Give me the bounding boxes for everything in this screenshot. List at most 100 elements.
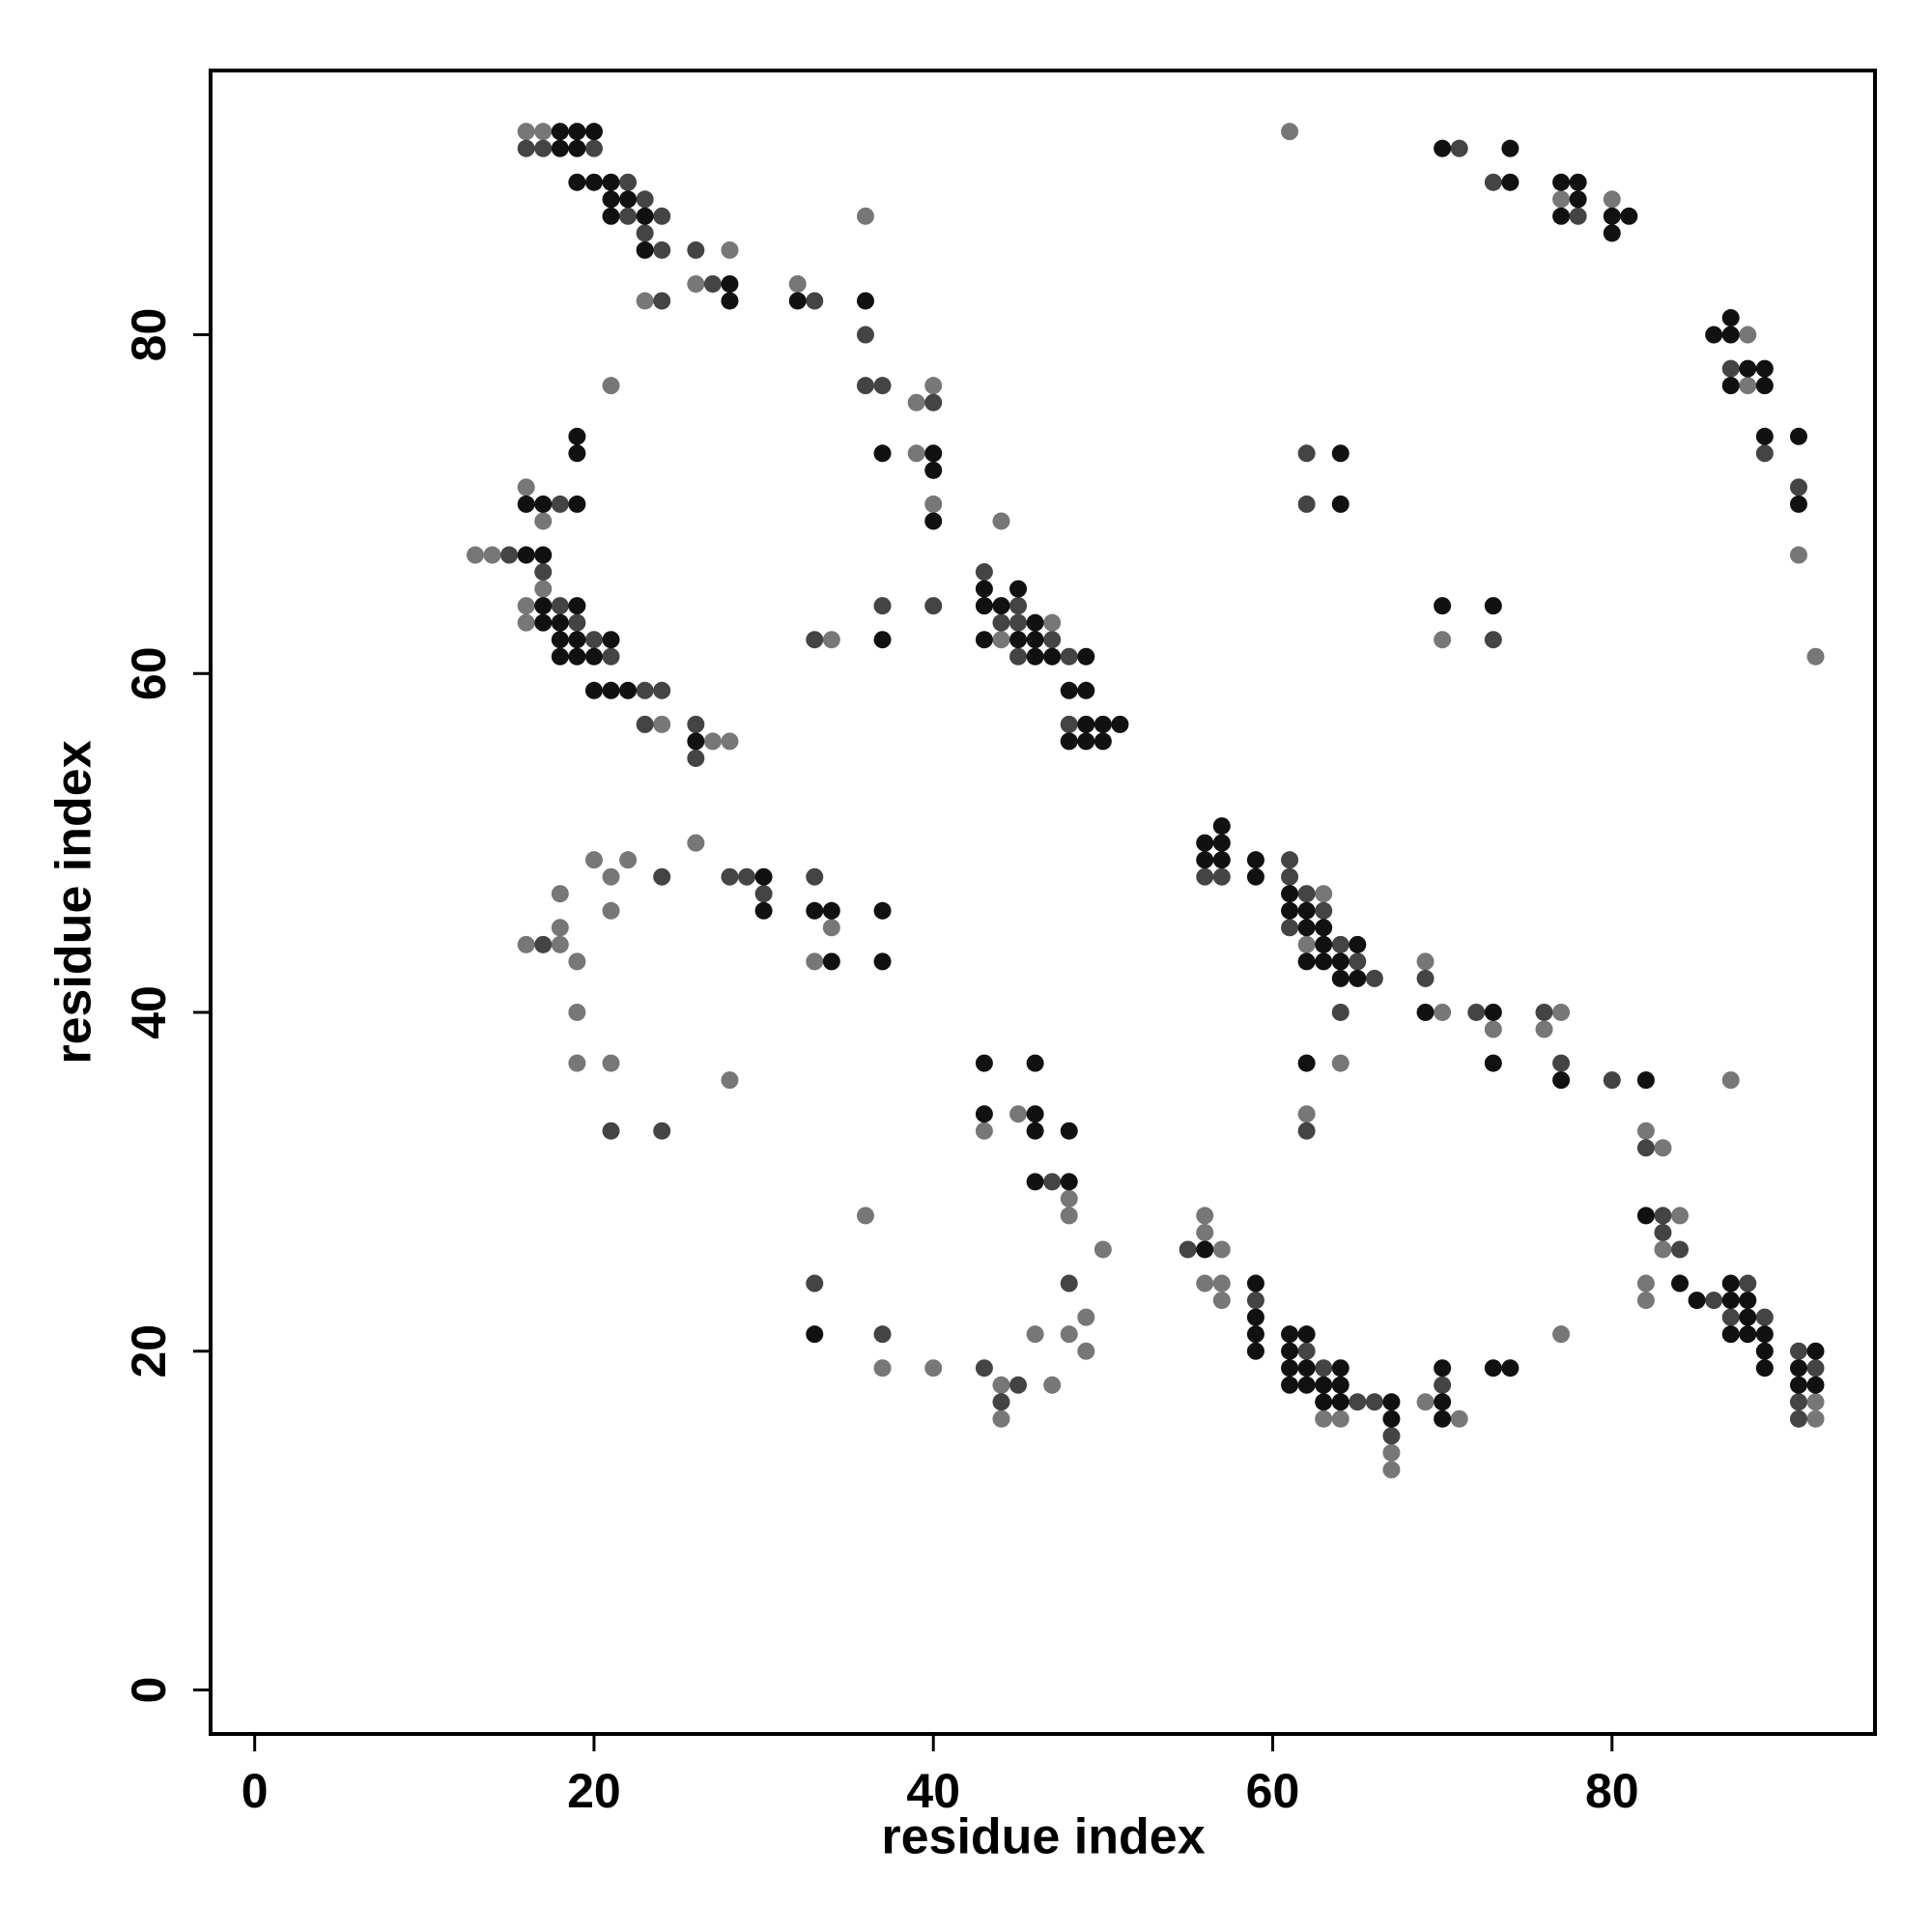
contact-point (517, 478, 535, 497)
contact-point (568, 139, 586, 157)
contact-point (534, 580, 553, 598)
contact-point (602, 1122, 620, 1140)
contact-point (1315, 1376, 1333, 1394)
contact-point (1739, 377, 1757, 395)
contact-point (873, 1359, 892, 1378)
contact-point (653, 292, 671, 310)
contact-point (584, 123, 603, 141)
contact-point (924, 393, 943, 412)
contact-point (873, 1325, 892, 1344)
contact-point (806, 1274, 824, 1293)
contact-point (1212, 851, 1231, 869)
contact-point (1739, 1308, 1757, 1326)
contact-point (1721, 359, 1740, 378)
contact-point (822, 952, 840, 971)
contact-point (1654, 1139, 1672, 1157)
contact-point (1043, 1376, 1062, 1394)
x-tick-label: 80 (1585, 1764, 1639, 1818)
contact-point (534, 139, 553, 157)
contact-point (534, 935, 553, 953)
contact-point (584, 173, 603, 191)
contact-point (1721, 1325, 1740, 1344)
contact-point (602, 901, 620, 920)
contact-point (1434, 1376, 1452, 1394)
x-tick-label: 60 (1246, 1764, 1300, 1818)
contact-point (466, 546, 484, 564)
contact-point (602, 190, 620, 209)
contact-point (653, 715, 671, 733)
contact-point (1535, 1003, 1553, 1021)
contact-point (1739, 1325, 1757, 1344)
contact-point (1297, 1325, 1316, 1344)
contact-point (873, 631, 892, 649)
contact-point (1434, 597, 1452, 615)
contact-point (619, 173, 638, 191)
contact-point (1331, 1409, 1350, 1428)
y-tick-label: 80 (122, 308, 176, 362)
contact-point (602, 377, 620, 395)
contact-point (584, 681, 603, 699)
contact-point (1806, 1342, 1825, 1360)
contact-point (721, 867, 739, 886)
contact-point (1196, 1223, 1214, 1241)
contact-point (754, 867, 773, 886)
contact-point (1281, 885, 1299, 903)
contact-point (1009, 597, 1028, 615)
contact-point (1721, 1274, 1740, 1293)
contact-point (1603, 190, 1621, 209)
contact-point (1315, 901, 1333, 920)
contact-point (584, 851, 603, 869)
contact-point (1721, 1292, 1740, 1310)
contact-point (788, 292, 807, 310)
contact-point (1484, 631, 1502, 649)
y-axis-title: residue index (46, 740, 102, 1064)
contact-point (992, 613, 1010, 632)
contact-point (1365, 969, 1383, 987)
contact-point (1281, 1342, 1299, 1360)
contact-point (1806, 1376, 1825, 1394)
contact-point (856, 326, 874, 344)
contact-point (602, 207, 620, 225)
contact-point (636, 681, 654, 699)
contact-point (1382, 1443, 1401, 1462)
contact-point (653, 681, 671, 699)
contact-point (992, 631, 1010, 649)
contact-point (1026, 1054, 1044, 1072)
contact-point (1620, 207, 1638, 225)
contact-point (1450, 1409, 1468, 1428)
contact-point (1349, 1393, 1367, 1411)
contact-point (907, 444, 925, 463)
contact-point (1297, 1105, 1316, 1123)
contact-point (551, 647, 569, 666)
contact-point (975, 631, 993, 649)
contact-point (1434, 139, 1452, 157)
contact-point (584, 647, 603, 666)
contact-point (992, 512, 1010, 530)
contact-point (856, 1207, 874, 1225)
contact-point (873, 901, 892, 920)
contact-point (1755, 1325, 1774, 1344)
contact-point (1806, 1359, 1825, 1378)
contact-point (1484, 1359, 1502, 1378)
contact-point (873, 597, 892, 615)
contact-point (568, 123, 586, 141)
contact-point (1281, 919, 1299, 937)
contact-point (602, 647, 620, 666)
contact-point (1026, 1325, 1044, 1344)
contact-point (1246, 1342, 1264, 1360)
contact-point (1331, 969, 1350, 987)
contact-point (1026, 1105, 1044, 1123)
y-tick-label: 60 (122, 646, 176, 700)
contact-point (568, 495, 586, 513)
contact-point (856, 207, 874, 225)
contact-point (721, 292, 739, 310)
contact-point (1331, 1054, 1350, 1072)
contact-point (636, 292, 654, 310)
contact-point (992, 597, 1010, 615)
contact-point (806, 631, 824, 649)
contact-point (806, 952, 824, 971)
contact-point (1789, 478, 1807, 497)
contact-point (551, 631, 569, 649)
x-tick-label: 40 (906, 1764, 960, 1818)
contact-point (1636, 1207, 1655, 1225)
